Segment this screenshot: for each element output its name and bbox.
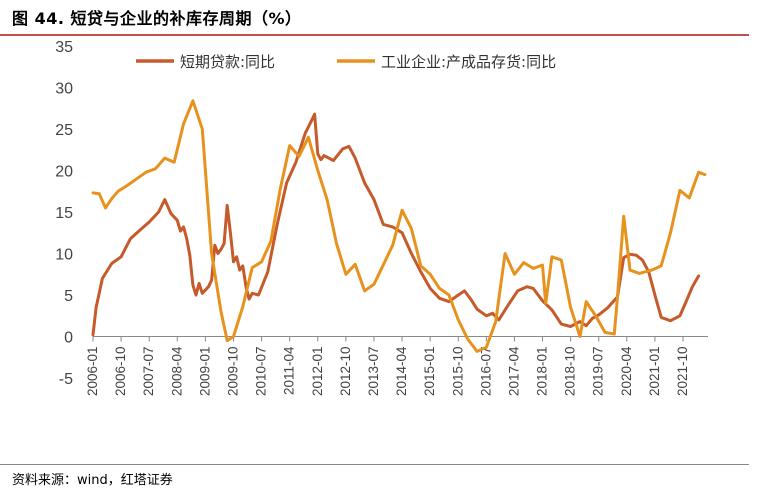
x-tick-label: 2021-10 [675,347,690,397]
x-tick-label: 2012-10 [338,347,353,397]
legend-label-1: 短期贷款:同比 [180,53,275,71]
y-tick-label: 35 [55,39,73,56]
x-tick-label: 2015-01 [422,347,437,397]
x-tick-label: 2013-07 [366,347,381,397]
x-tick-label: 2011-04 [282,346,297,395]
series-line-2 [91,99,707,353]
x-tick-label: 2018-01 [535,347,550,397]
x-tick-label: 2021-01 [647,347,662,397]
y-tick-label: 25 [55,122,73,139]
legend-label-2: 工业企业:产成品存货:同比 [381,53,556,71]
x-tick-label: 2015-10 [450,347,465,397]
x-tick-label: 2006-10 [113,347,128,397]
series-lines [91,99,707,353]
source-note: 资料来源：wind，红塔证券 [12,473,173,488]
title-divider [0,34,749,36]
y-tick-label: 15 [55,205,73,222]
y-tick-label: 20 [55,164,73,181]
y-tick-label: 5 [64,288,73,305]
x-tick-label: 2020-04 [619,346,634,396]
x-tick-label: 2009-10 [225,347,240,397]
x-tick-label: 2014-04 [394,346,409,396]
x-tick-label: 2012-01 [310,347,325,397]
x-tick-label: 2017-04 [506,346,521,396]
x-tick-label: 2019-07 [591,347,606,397]
y-tick-label: 0 [64,330,73,347]
y-tick-label: 10 [55,247,73,264]
x-tick-label: 2016-07 [478,346,493,396]
x-tick-label: 2006-01 [85,347,100,397]
legend: 短期贷款:同比 工业企业:产成品存货:同比 [136,53,556,71]
x-tick-label: 2007-07 [141,347,156,397]
y-tick-label: -5 [59,371,73,388]
series-line-1 [91,112,701,337]
x-axis-ticks: 2006-01 2006-10 2007-07 2008-04 2009-01 2009-… [85,336,690,397]
chart-title: 图 44. 短贷与企业的补库存周期（%） [12,9,302,28]
x-tick-label: 2018-10 [563,347,578,397]
x-tick-label: 2009-01 [197,347,212,397]
x-tick-label: 2008-04 [169,346,184,396]
footer-divider [0,464,749,465]
y-axis-ticks: -5 0 5 10 15 20 25 30 35 [55,39,73,388]
y-tick-label: 30 [55,81,73,98]
x-tick-label: 2010-07 [254,347,269,397]
